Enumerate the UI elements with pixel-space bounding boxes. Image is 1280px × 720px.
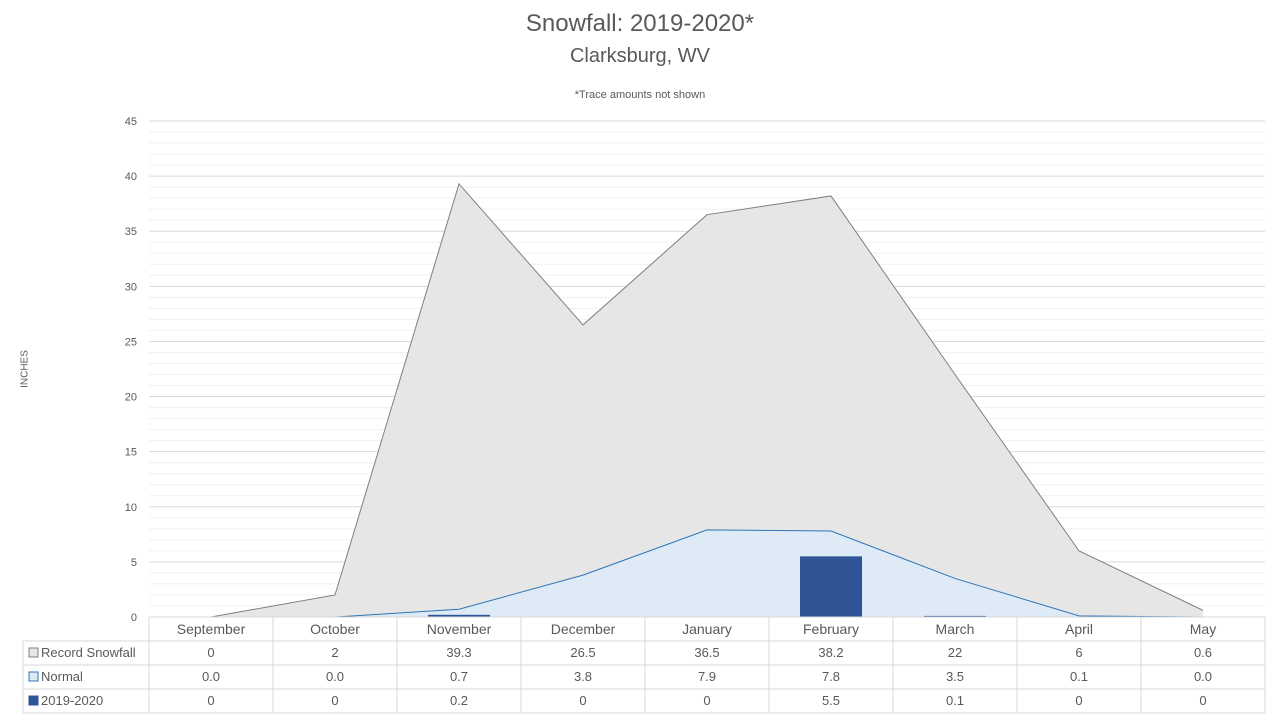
bar-2019-2020 (924, 615, 986, 617)
data-label: 0.0 (202, 669, 220, 684)
data-label: 0 (331, 693, 338, 708)
data-label: 0 (703, 693, 710, 708)
data-label: 38.2 (818, 645, 843, 660)
y-tick-label: 20 (125, 392, 137, 404)
data-label: 22 (948, 645, 962, 660)
chart-subtitle: Clarksburg, WV (569, 45, 711, 67)
legend-label: Record Snowfall (41, 645, 136, 660)
line-record-snowfall (210, 182, 1204, 618)
data-label: 0.0 (1194, 669, 1212, 684)
category-label: October (310, 621, 360, 637)
line-normal (211, 529, 1204, 618)
data-label: 0.7 (450, 669, 468, 684)
data-label: 7.9 (698, 669, 716, 684)
category-label: March (936, 621, 975, 637)
y-tick-label: 15 (125, 447, 137, 459)
category-label: February (803, 621, 859, 637)
category-label: November (427, 621, 492, 637)
data-label: 0 (1075, 693, 1082, 708)
bar-2019-2020 (800, 556, 862, 617)
data-label: 39.3 (446, 645, 471, 660)
y-tick-label: 0 (131, 612, 137, 624)
y-tick-label: 40 (125, 171, 137, 183)
data-label: 0.6 (1194, 645, 1212, 660)
y-tick-label: 35 (125, 226, 137, 238)
category-label: January (682, 621, 732, 637)
y-tick-label: 30 (125, 281, 137, 293)
data-label: 6 (1075, 645, 1082, 660)
data-label: 36.5 (694, 645, 719, 660)
y-tick-label: 5 (131, 557, 137, 569)
chart-title: Snowfall: 2019-2020* (525, 10, 755, 37)
y-tick-label: 45 (125, 116, 137, 128)
data-label: 5.5 (822, 693, 840, 708)
legend-key (28, 647, 39, 658)
area-normal (211, 529, 1203, 617)
data-label: 0 (207, 645, 214, 660)
data-label: 3.8 (574, 669, 592, 684)
data-label: 0 (207, 693, 214, 708)
category-label: April (1065, 621, 1093, 637)
data-label: 0 (579, 693, 586, 708)
category-label: May (1190, 621, 1216, 637)
data-label: 7.8 (822, 669, 840, 684)
category-label: September (177, 621, 246, 637)
data-label: 0.1 (946, 693, 964, 708)
data-label: 0.1 (1070, 669, 1088, 684)
data-label: 3.5 (946, 669, 964, 684)
legend-key (28, 695, 39, 706)
y-tick-label: 25 (125, 336, 137, 348)
data-label: 0.2 (450, 693, 468, 708)
area-record-snowfall (211, 183, 1203, 617)
data-label: 2 (331, 645, 338, 660)
data-label: 26.5 (570, 645, 595, 660)
chart-note: *Trace amounts not shown (574, 89, 706, 101)
legend-key (28, 671, 39, 682)
bar-2019-2020 (428, 614, 490, 617)
y-tick-label: 10 (125, 502, 137, 514)
legend-label: Normal (41, 669, 83, 684)
category-label: December (551, 621, 616, 637)
legend-label: 2019-2020 (41, 693, 103, 708)
data-label: 0 (1199, 693, 1206, 708)
data-label: 0.0 (326, 669, 344, 684)
